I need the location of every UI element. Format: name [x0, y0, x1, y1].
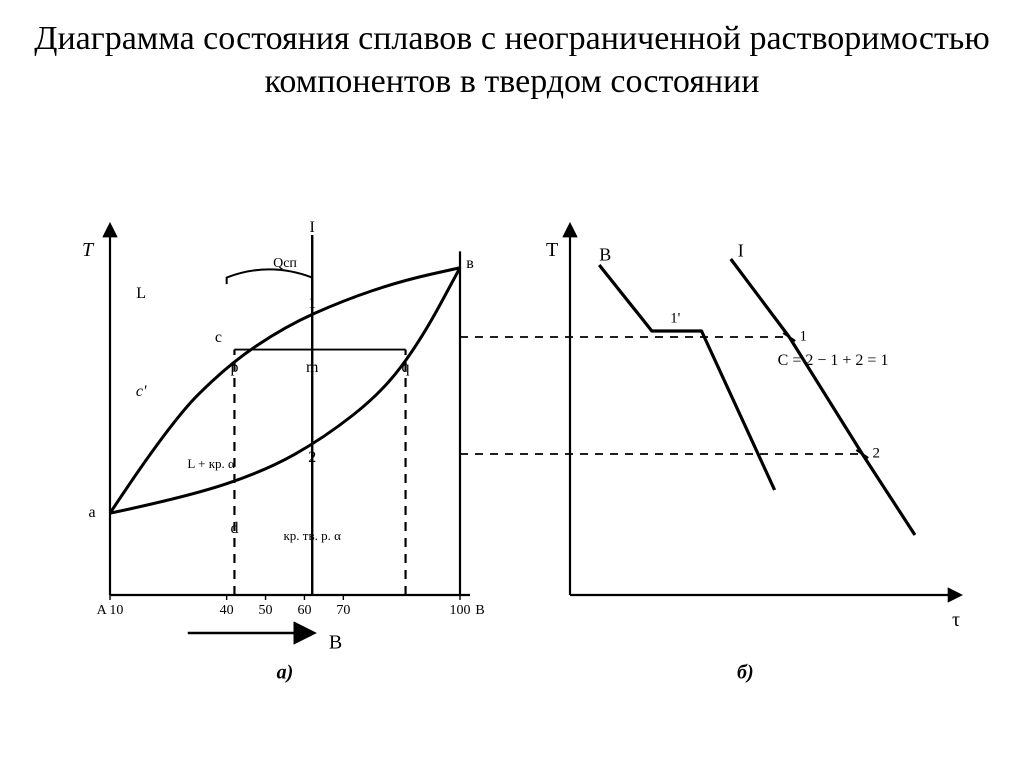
caption-a: а): [277, 662, 294, 685]
curve-label-I: I: [738, 241, 744, 262]
phase-rule-text: C = 2 − 1 + 2 = 1: [778, 352, 889, 370]
point-label-q: q: [402, 359, 410, 377]
label-Qcr: Qcп: [273, 256, 297, 272]
caption-b: б): [737, 662, 754, 685]
axis-x-label-a: B: [329, 632, 342, 655]
region-L: L: [136, 285, 146, 303]
axis-y-label-b: T: [546, 239, 558, 262]
xtick-label: 70: [336, 603, 350, 619]
point-label-c: c: [215, 329, 222, 347]
point-label-b: в: [466, 255, 474, 273]
mark-2: 2: [873, 446, 881, 463]
curve-label-B: B: [599, 245, 611, 266]
mark-1: 1: [799, 329, 807, 346]
figure-container: A 1040506070100Baвcpmq12dLc'L + кр. αкр.…: [50, 175, 974, 695]
xtick-label: 50: [259, 603, 273, 619]
region-solid: кр. тв. р. α: [283, 528, 340, 544]
point-label-m: m: [306, 359, 318, 377]
label-I-top: I: [310, 219, 315, 237]
axis-x-label-b: τ: [952, 609, 960, 632]
point-label-p: p: [230, 359, 238, 377]
page-title: Диаграмма состояния сплавов с неограниче…: [0, 18, 1024, 103]
region-cprime: c': [136, 383, 147, 401]
point-label-a: a: [88, 504, 95, 522]
xtick-label: 60: [297, 603, 311, 619]
xtick-label: 100: [450, 603, 471, 619]
plateau-label: 1': [670, 311, 680, 328]
xtick-label: A 10: [97, 603, 124, 619]
diagram-svg: [50, 175, 974, 695]
xtick-label: 40: [220, 603, 234, 619]
x-end-label: B: [475, 603, 484, 619]
region-Lplus: L + кр. α: [187, 456, 234, 472]
point-label-d: d: [230, 520, 238, 538]
point-label-one: 1: [308, 295, 316, 313]
axis-y-label-a: T: [82, 239, 93, 262]
point-label-two: 2: [308, 449, 316, 467]
